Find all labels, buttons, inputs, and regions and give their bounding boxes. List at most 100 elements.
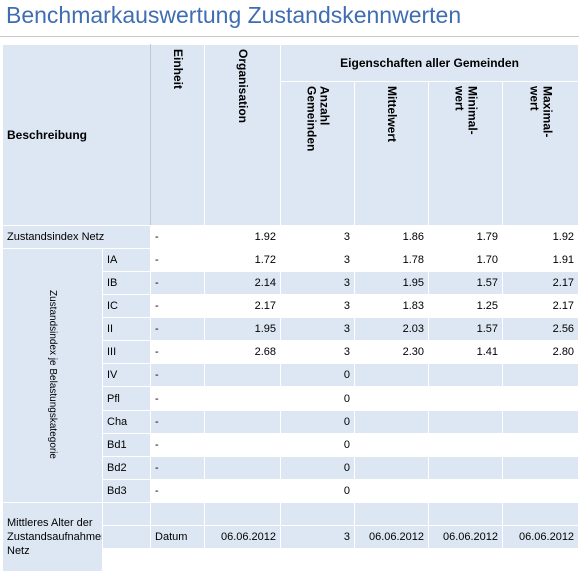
cell-maximalwert: 2.17: [502, 294, 579, 319]
cell-mittelwert: 1.95: [354, 271, 430, 296]
header-beschreibung: Beschreibung: [1, 44, 152, 226]
row-sublabel: Bd1: [101, 432, 152, 457]
cell-mittelwert: 06.06.2012: [354, 525, 430, 549]
cell-einheit: -: [150, 455, 206, 480]
cell-minimalwert: [428, 409, 504, 434]
header-eigenschaften: Eigenschaften aller Gemeinden: [280, 44, 579, 82]
header-minimal-cell: Minimal- wert: [428, 81, 504, 226]
table-row: Zustandsindex je Belastungskategorie IA -1…: [2, 247, 579, 503]
cell-anzahl: 3: [280, 271, 356, 296]
cell-maximalwert: 1.92: [502, 225, 579, 249]
cell-organisation: 1.95: [204, 317, 282, 342]
cell-anzahl: 3: [280, 247, 356, 273]
row-sublabel: IV: [101, 363, 152, 388]
group-label-cell: Zustandsindex je Belastungskategorie: [2, 248, 103, 503]
cell-maximalwert: 2.17: [502, 271, 579, 296]
cell-organisation: [204, 386, 282, 411]
cell-einheit: -: [150, 478, 206, 504]
cell-mittelwert: 2.03: [354, 317, 430, 342]
table-row: Pfl - 0: [3, 386, 579, 411]
table-row-mittleres-alter: Datum 06.06.2012 3 06.06.2012 06.06.2012…: [3, 525, 579, 549]
table-row-footer-spacer: Mittleres Alter der Zustandsaufnahmen Ne…: [2, 502, 579, 572]
cell-organisation: [204, 363, 282, 388]
cell-anzahl: 0: [280, 432, 356, 457]
cell-minimalwert: [428, 386, 504, 411]
cell-organisation: 1.92: [204, 225, 282, 249]
cell-maximalwert: 2.80: [502, 340, 579, 365]
table-tail: [1, 571, 579, 579]
cell-maximalwert: [502, 478, 579, 504]
cell-einheit: -: [150, 317, 206, 342]
cell-minimalwert: [428, 478, 504, 504]
cell-minimalwert: 1.57: [428, 317, 504, 342]
cell-maximalwert: 06.06.2012: [502, 525, 579, 549]
cell-mittelwert: 1.86: [354, 225, 430, 249]
title-divider: [0, 36, 579, 37]
cell-maximalwert: [502, 432, 579, 457]
header-minimal: Minimal- wert: [452, 86, 480, 135]
header-mittelwert-cell: Mittelwert: [354, 81, 430, 226]
table-row: Bd1- 0: [3, 432, 579, 457]
cell-minimalwert: 1.70: [428, 247, 504, 273]
row-sublabel: Bd3: [101, 478, 152, 504]
table-row: Cha - 0: [3, 409, 579, 434]
cell-anzahl: 3: [280, 317, 356, 342]
row-sublabel: III: [101, 340, 152, 365]
cell-anzahl: 0: [280, 409, 356, 434]
cell-mittelwert: [354, 432, 430, 457]
cell-maximalwert: 2.56: [502, 317, 579, 342]
cell-einheit: -: [150, 432, 206, 457]
table-row: IV - 0: [3, 363, 579, 388]
row-sublabel: Bd2: [101, 455, 152, 480]
cell-anzahl: 3: [280, 525, 356, 549]
cell-einheit: -: [150, 409, 206, 434]
header-einheit: Einheit: [171, 49, 186, 90]
cell-einheit: -: [150, 247, 206, 273]
cell-maximalwert: [502, 363, 579, 388]
header-mittelwert: Mittelwert: [385, 86, 400, 143]
cell-mittelwert: [354, 409, 430, 434]
cell-organisation: 2.17: [204, 294, 282, 319]
header-anzahl: Anzahl Gemeinden: [304, 86, 332, 152]
header-einheit-cell: Einheit: [150, 44, 206, 226]
cell-einheit: -: [150, 363, 206, 388]
cell-einheit: -: [150, 294, 206, 319]
cell-einheit: -: [150, 271, 206, 296]
cell-maximalwert: 1.91: [502, 247, 579, 273]
table-row: III -2.68 3 2.30 1.41 2.80: [3, 340, 579, 365]
cell-organisation: 1.72: [204, 247, 282, 273]
cell-minimalwert: 06.06.2012: [428, 525, 504, 549]
cell-mittelwert: 1.78: [354, 247, 430, 273]
cell-minimalwert: 1.41: [428, 340, 504, 365]
cell-organisation: 2.68: [204, 340, 282, 365]
cell-minimalwert: 1.79: [428, 225, 504, 249]
cell-mittelwert: [354, 386, 430, 411]
cell-einheit: -: [150, 340, 206, 365]
group-label: Zustandsindex je Belastungskategorie: [47, 289, 58, 459]
row-sublabel: Pfl: [101, 386, 152, 411]
cell-anzahl: 0: [280, 386, 356, 411]
page-title: Benchmarkauswertung Zustandskennwerten: [6, 2, 462, 28]
cell-mittelwert: [354, 363, 430, 388]
cell-organisation: [204, 478, 282, 504]
cell-einheit: -: [150, 225, 206, 249]
row-sublabel: IC: [101, 294, 152, 319]
header-organisation: Organisation: [236, 49, 251, 124]
cell-maximalwert: [502, 409, 579, 434]
table-row: II -1.95 3 2.03 1.57 2.56: [3, 317, 579, 342]
cell-minimalwert: 1.57: [428, 271, 504, 296]
cell-organisation: [204, 455, 282, 480]
cell-anzahl: 0: [280, 363, 356, 388]
cell-einheit: -: [150, 386, 206, 411]
cell-organisation: 06.06.2012: [204, 525, 282, 549]
footer-label: Mittleres Alter der Zustandsaufnahmen Ne…: [2, 502, 103, 572]
table-row: IC -2.17 3 1.83 1.25 2.17: [3, 294, 579, 319]
header-anzahl-cell: Anzahl Gemeinden: [280, 81, 356, 226]
cell-organisation: 2.14: [204, 271, 282, 296]
cell-organisation: [204, 432, 282, 457]
cell-minimalwert: 1.25: [428, 294, 504, 319]
cell-minimalwert: [428, 432, 504, 457]
row-sublabel: IA: [101, 247, 152, 273]
benchmark-table: Beschreibung Einheit Organisation Eigens…: [1, 44, 579, 579]
table-row: IB -2.14 3 1.95 1.57 2.17: [3, 271, 579, 296]
